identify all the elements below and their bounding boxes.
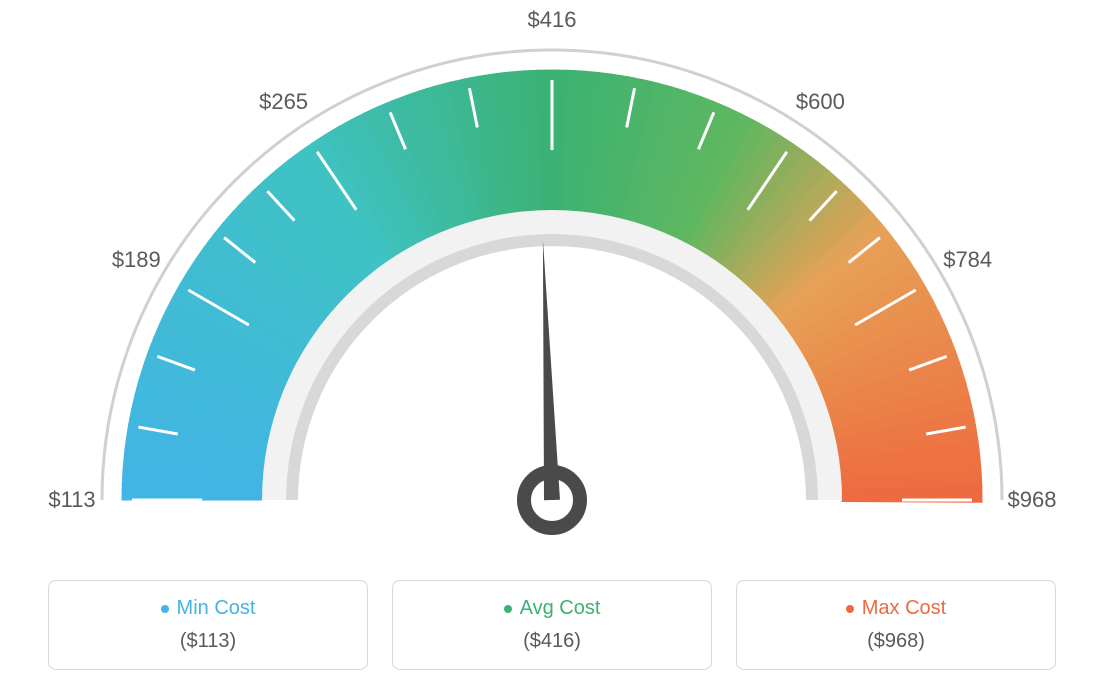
legend-min-label: Min Cost — [177, 597, 256, 620]
gauge-tick-label: $113 — [48, 487, 95, 513]
legend-max-label: Max Cost — [862, 597, 946, 620]
gauge-tick-label: $784 — [943, 247, 992, 273]
gauge-tick-label: $968 — [1008, 487, 1057, 513]
legend-avg-label: Avg Cost — [520, 597, 601, 620]
dot-icon — [504, 605, 512, 613]
legend-avg: Avg Cost ($416) — [392, 580, 712, 670]
legend-min-value: ($113) — [69, 630, 347, 653]
gauge-tick-label: $265 — [259, 89, 308, 115]
legend-avg-title: Avg Cost — [504, 597, 601, 620]
gauge-tick-label: $189 — [112, 247, 161, 273]
legend-avg-value: ($416) — [413, 630, 691, 653]
legend-min-title: Min Cost — [161, 597, 256, 620]
gauge-chart: $113 $189 $265 $416 $600 $784 $968 — [0, 0, 1104, 560]
dot-icon — [846, 605, 854, 613]
legend-max-title: Max Cost — [846, 597, 946, 620]
gauge-tick-label: $416 — [528, 7, 577, 33]
legend: Min Cost ($113) Avg Cost ($416) Max Cost… — [0, 580, 1104, 670]
legend-max-value: ($968) — [757, 630, 1035, 653]
gauge-tick-label: $600 — [796, 89, 845, 115]
legend-max: Max Cost ($968) — [736, 580, 1056, 670]
legend-min: Min Cost ($113) — [48, 580, 368, 670]
dot-icon — [161, 605, 169, 613]
gauge-svg — [0, 0, 1104, 560]
